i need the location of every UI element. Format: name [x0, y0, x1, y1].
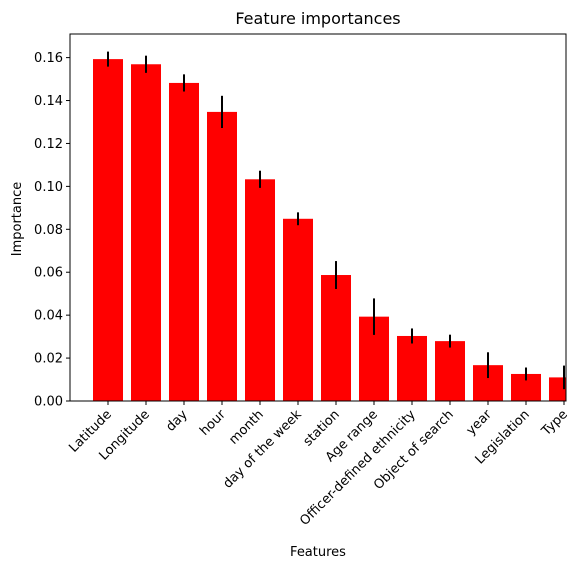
bar [131, 64, 161, 401]
bar [169, 82, 199, 401]
bar [207, 111, 237, 401]
y-tick-label: 0.06 [34, 266, 63, 281]
y-tick-label: 0.10 [34, 180, 63, 195]
error-bars-group [107, 51, 565, 390]
y-tick-label: 0.14 [34, 94, 63, 109]
y-tick-label: 0.12 [34, 137, 63, 152]
plot-frame [69, 33, 567, 402]
chart-title: Feature importances [235, 9, 400, 28]
x-tick-label: year [464, 407, 496, 439]
bar [283, 218, 313, 401]
x-tick-label: Type [538, 407, 570, 439]
bars-group [93, 59, 566, 401]
y-tick-label: 0.04 [34, 309, 63, 324]
x-tick-label: day [163, 407, 191, 435]
y-axis-label: Importance [10, 182, 25, 257]
x-tick-label: hour [197, 407, 229, 439]
bar [245, 179, 275, 401]
y-tick-label: 0.16 [34, 51, 63, 66]
bar [549, 377, 566, 401]
y-axis: 0.00 0.02 0.04 0.06 0.08 0.10 0.12 0.14 0.16 [34, 51, 70, 410]
bar [93, 59, 123, 401]
bar [435, 341, 465, 401]
y-tick-label: 0.00 [34, 395, 63, 410]
bar [321, 275, 351, 401]
x-axis-label: Features [290, 545, 346, 560]
y-tick-label: 0.02 [34, 352, 63, 367]
bar [397, 335, 427, 401]
y-tick-label: 0.08 [34, 223, 63, 238]
